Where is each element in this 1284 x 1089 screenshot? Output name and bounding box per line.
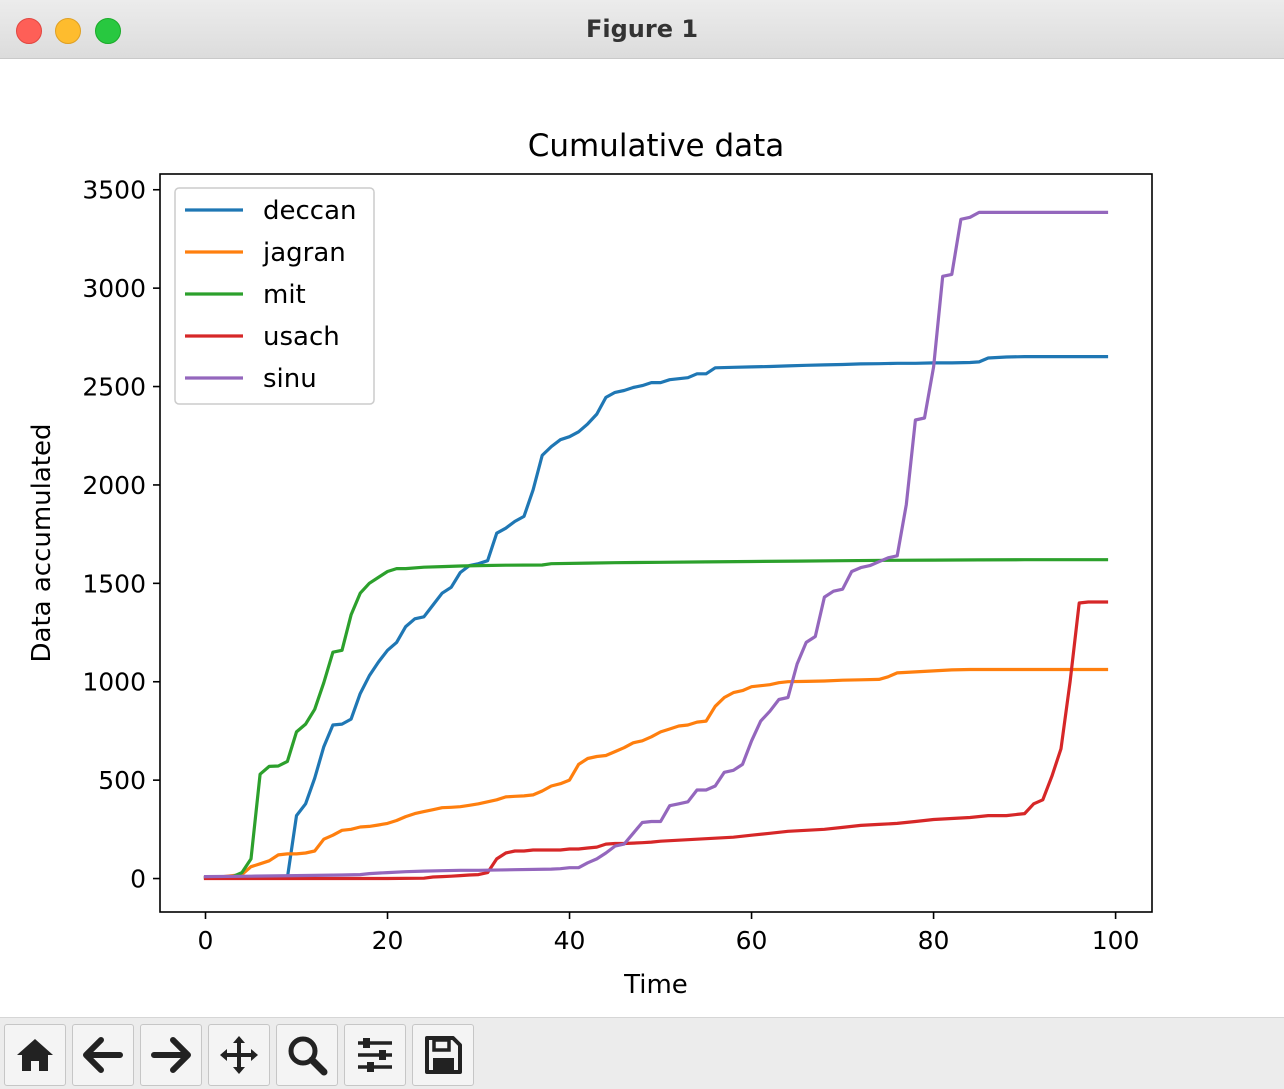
forward-button[interactable] bbox=[140, 1024, 202, 1086]
zoom-icon bbox=[288, 1036, 328, 1076]
y-tick-label: 3000 bbox=[82, 274, 146, 303]
legend-label-sinu: sinu bbox=[263, 364, 317, 394]
y-tick-label: 3500 bbox=[82, 176, 146, 205]
arrow-right-icon bbox=[151, 1037, 191, 1073]
navigation-toolbar bbox=[0, 1017, 1284, 1089]
save-icon bbox=[425, 1036, 462, 1074]
y-tick-label: 0 bbox=[130, 865, 146, 894]
plot-canvas[interactable]: Cumulative data 0 20 40 60 80 100 0 500 1000 150… bbox=[0, 59, 1284, 1017]
y-tick-label: 1500 bbox=[82, 569, 146, 598]
title-bar: Figure 1 bbox=[0, 0, 1284, 59]
series-line-jagran bbox=[203, 667, 1109, 880]
legend-box bbox=[174, 187, 375, 405]
series-line-deccan bbox=[203, 355, 1109, 880]
y-tick-label: 2000 bbox=[82, 471, 146, 500]
legend-label-jagran: jagran bbox=[262, 238, 346, 268]
minimize-window-button[interactable] bbox=[55, 18, 81, 44]
y-tick-label: 500 bbox=[98, 766, 146, 795]
x-tick-label: 60 bbox=[736, 926, 768, 955]
series-line-mit bbox=[203, 558, 1109, 880]
series-line-sinu bbox=[203, 210, 1109, 879]
arrow-left-icon bbox=[83, 1037, 123, 1073]
chart-title: Cumulative data bbox=[528, 128, 785, 164]
y-axis-ticks: 0 500 1000 1500 2000 2500 3000 3500 bbox=[82, 176, 160, 894]
series-line-usach bbox=[203, 600, 1109, 881]
home-icon bbox=[17, 1039, 53, 1071]
x-tick-label: 40 bbox=[554, 926, 586, 955]
y-axis-label: Data accumulated bbox=[27, 423, 57, 662]
legend-label-deccan: deccan bbox=[263, 196, 357, 226]
x-tick-label: 20 bbox=[372, 926, 404, 955]
x-axis-ticks: 0 20 40 60 80 100 bbox=[198, 912, 1140, 955]
x-tick-label: 0 bbox=[198, 926, 214, 955]
legend-label-usach: usach bbox=[263, 322, 340, 352]
legend: deccan jagran mit usach sinu bbox=[174, 187, 375, 405]
sliders-icon bbox=[358, 1038, 392, 1072]
x-tick-label: 100 bbox=[1092, 926, 1140, 955]
pan-button[interactable] bbox=[208, 1024, 270, 1086]
window-title: Figure 1 bbox=[585, 15, 699, 43]
line-chart: Cumulative data 0 20 40 60 80 100 0 500 1000 150… bbox=[27, 128, 1153, 1000]
maximize-window-button[interactable] bbox=[95, 18, 121, 44]
legend-label-mit: mit bbox=[263, 280, 306, 310]
plot-lines bbox=[203, 210, 1109, 881]
close-window-button[interactable] bbox=[16, 18, 42, 44]
x-tick-label: 80 bbox=[918, 926, 950, 955]
configure-subplots-button[interactable] bbox=[344, 1024, 406, 1086]
axes-frame bbox=[159, 173, 1153, 913]
x-axis-label: Time bbox=[623, 970, 688, 1000]
y-tick-label: 2500 bbox=[82, 373, 146, 402]
y-tick-label: 1000 bbox=[82, 668, 146, 697]
save-button[interactable] bbox=[412, 1024, 474, 1086]
move-icon bbox=[220, 1036, 258, 1074]
home-button[interactable] bbox=[4, 1024, 66, 1086]
back-button[interactable] bbox=[72, 1024, 134, 1086]
zoom-button[interactable] bbox=[276, 1024, 338, 1086]
